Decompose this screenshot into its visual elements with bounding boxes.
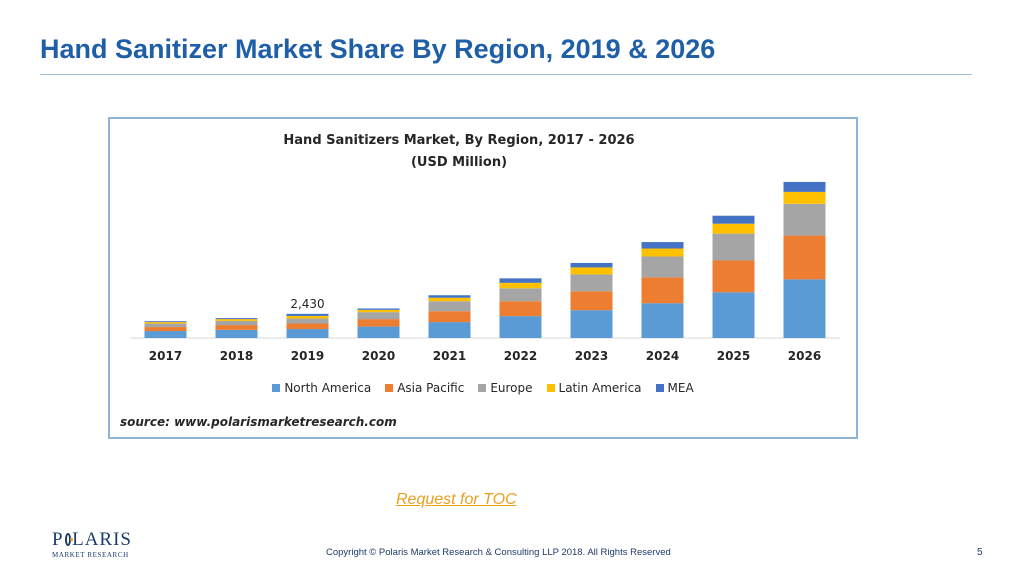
bar-segment (215, 319, 258, 321)
bar-segment (215, 320, 258, 326)
legend-item: MEA (655, 381, 694, 395)
x-tick-label: 2025 (717, 349, 750, 363)
bar-segment (499, 316, 542, 338)
copyright-text: Copyright © Polaris Market Research & Co… (326, 547, 671, 558)
legend-label: Asia Pacific (397, 381, 465, 395)
title-divider (40, 74, 972, 75)
bar-segment (783, 181, 826, 192)
x-tick-label: 2022 (504, 349, 537, 363)
bar-segment (712, 233, 755, 261)
stacked-bar-chart: 2017 2018 2019 2,430 2020 2021 2022 2023 2024 202… (130, 181, 840, 363)
logo-star-icon (64, 533, 73, 546)
bar-segment (570, 274, 613, 292)
bar-segment (428, 301, 471, 312)
chart-source: source: www.polarismarketresearch.com (120, 415, 397, 429)
bar-segment (357, 308, 400, 310)
slide-title: Hand Sanitizer Market Share By Region, 2… (40, 34, 716, 64)
logo-letter: P (52, 529, 64, 550)
bar-segment (357, 312, 400, 320)
bar-segment (144, 321, 187, 323)
bar-segment (428, 311, 471, 323)
legend-swatch (385, 384, 394, 392)
bar-segment (783, 235, 826, 280)
bar-segment (570, 291, 613, 311)
bar-segment (428, 297, 471, 302)
bar-segment (712, 292, 755, 338)
legend-item: North America (272, 381, 371, 395)
bar-segment (499, 288, 542, 302)
bar-segment (215, 318, 258, 320)
bar-segment (641, 303, 684, 338)
bar-segment (783, 203, 826, 236)
bar-segment (712, 215, 755, 224)
bar-segment (286, 323, 329, 330)
bar-segment (144, 323, 187, 328)
bar-segment (144, 322, 187, 324)
bar-segment (499, 301, 542, 317)
bar-segment (286, 313, 329, 316)
legend-swatch (546, 384, 555, 392)
legend-item: Latin America (546, 381, 642, 395)
legend-item: Europe (478, 381, 533, 395)
bar-segment (428, 322, 471, 338)
bar-segment (144, 331, 187, 338)
x-tick-label: 2019 (291, 349, 324, 363)
bar-segment (357, 326, 400, 338)
bar-segment (641, 242, 684, 249)
bar-segment (215, 325, 258, 330)
bar-segment (428, 295, 471, 298)
x-tick-label: 2021 (433, 349, 466, 363)
x-tick-label: 2024 (646, 349, 679, 363)
bar-segment (286, 315, 329, 319)
bar-segment (286, 329, 329, 338)
bar-segment (641, 277, 684, 304)
legend-label: MEA (667, 381, 694, 395)
legend-swatch (272, 384, 281, 392)
bar-segment (783, 191, 826, 204)
x-tick-label: 2017 (149, 349, 182, 363)
bar-segment (641, 248, 684, 257)
bar-segment (570, 310, 613, 338)
legend-label: Latin America (558, 381, 642, 395)
logo-subtitle: MARKET RESEARCH (52, 551, 129, 559)
x-tick-label: 2018 (220, 349, 253, 363)
bar-segment (357, 319, 400, 327)
x-tick-label: 2020 (362, 349, 395, 363)
logo-letters: LARIS (72, 529, 132, 550)
bar-segment (499, 278, 542, 283)
logo-wordmark: P LARIS (52, 530, 132, 549)
legend-swatch (478, 384, 487, 392)
legend-label: North America (284, 381, 372, 395)
chart-legend: North America Asia Pacific Europe Latin … (110, 381, 856, 395)
bar-segment (499, 282, 542, 289)
bar-segment (215, 329, 258, 338)
bar-segment (641, 256, 684, 278)
polaris-logo: P LARIS MARKET RESEARCH (52, 530, 132, 559)
chart-panel: 2017 2018 2019 2,430 2020 2021 2022 2023 2024 202… (108, 117, 858, 439)
bar-segment (712, 260, 755, 293)
bar-segment (712, 223, 755, 234)
x-tick-label: 2026 (788, 349, 821, 363)
legend-swatch (655, 384, 664, 392)
legend-label: Europe (490, 381, 533, 395)
bar-segment (570, 267, 613, 275)
bar-segment (144, 327, 187, 332)
bar-segment (357, 309, 400, 313)
bar-segment (286, 318, 329, 324)
chart-title: Hand Sanitizers Market, By Region, 2017 … (283, 133, 635, 148)
page-number: 5 (977, 547, 983, 558)
data-label: 2,430 (290, 297, 324, 311)
x-tick-label: 2023 (575, 349, 608, 363)
chart-subtitle: (USD Million) (410, 155, 508, 170)
bar-segment (570, 262, 613, 268)
bar-segment (783, 279, 826, 338)
request-toc-link[interactable]: Request for TOC (396, 491, 517, 508)
legend-item: Asia Pacific (385, 381, 464, 395)
